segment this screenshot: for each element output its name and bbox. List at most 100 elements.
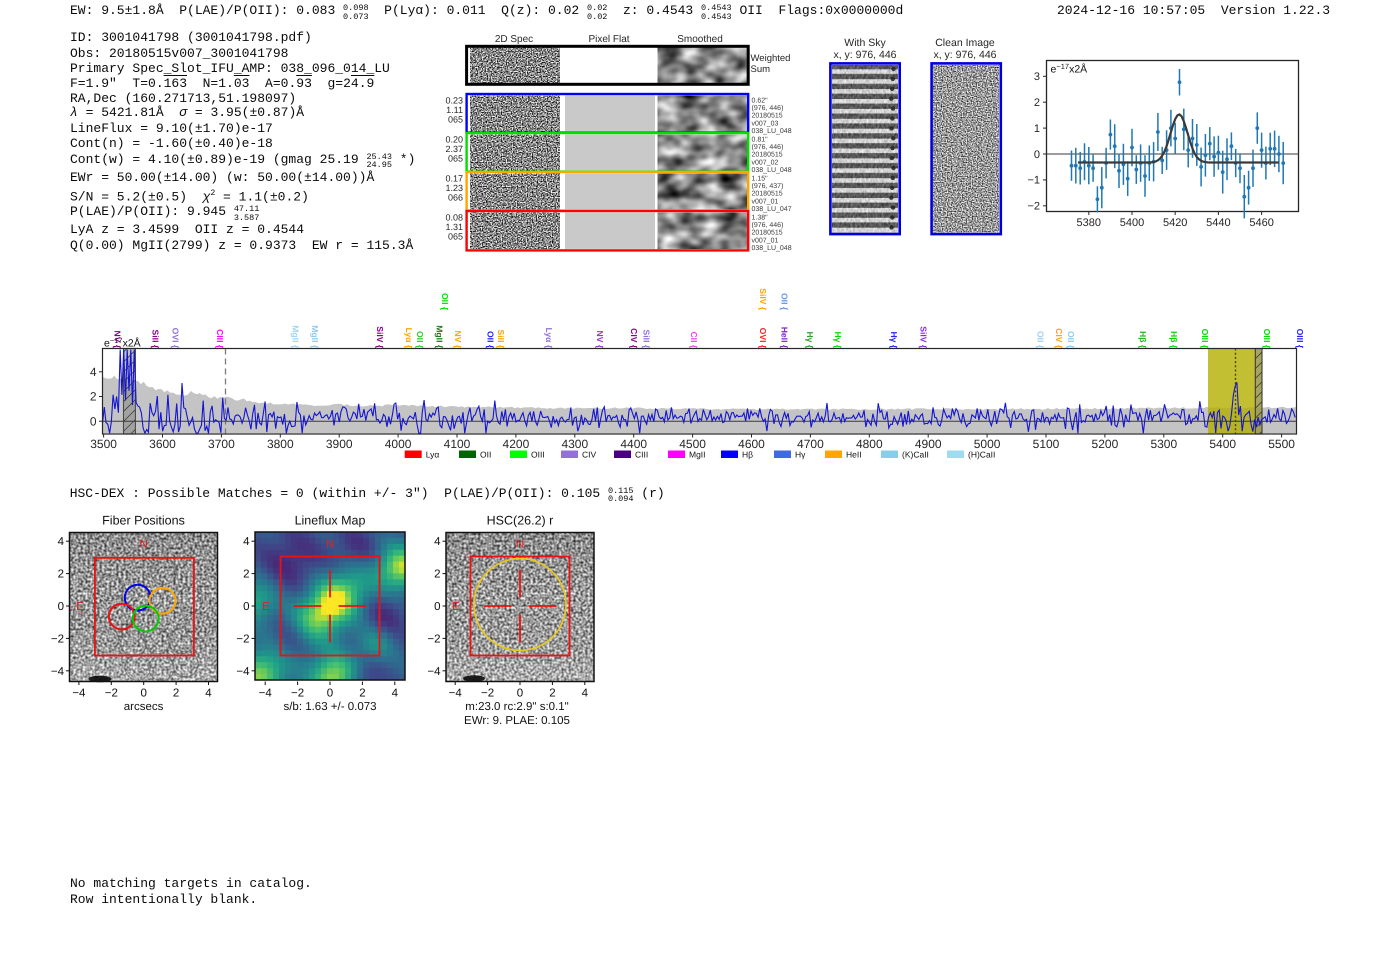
svg-text:5000: 5000: [974, 437, 1001, 451]
svg-text:3600: 3600: [149, 437, 176, 451]
svg-text:−2: −2: [427, 633, 440, 645]
svg-text:5100: 5100: [1033, 437, 1060, 451]
svg-text:4100: 4100: [444, 437, 471, 451]
svg-text:0: 0: [434, 601, 440, 613]
svg-text:−4: −4: [236, 666, 250, 678]
svg-text:4: 4: [58, 536, 65, 548]
svg-text:N: N: [326, 539, 334, 551]
svg-text:3500: 3500: [90, 437, 117, 451]
svg-text:Weighted: Weighted: [751, 53, 791, 64]
svg-text:065: 065: [448, 232, 463, 242]
svg-text:MgII {: MgII {: [290, 325, 300, 349]
svg-text:s/b: 1.63 +/- 0.073: s/b: 1.63 +/- 0.073: [283, 701, 376, 713]
svg-text:065: 065: [448, 154, 463, 164]
svg-text:arcsecs: arcsecs: [124, 701, 164, 713]
svg-text:SiIV {: SiIV {: [918, 326, 928, 349]
svg-text:e−17x2Å: e−17x2Å: [1051, 62, 1088, 76]
svg-text:2: 2: [1034, 97, 1040, 109]
svg-text:−2: −2: [1027, 201, 1040, 213]
svg-text:−2: −2: [481, 688, 494, 700]
svg-text:2D Spec: 2D Spec: [495, 34, 533, 45]
svg-text:3700: 3700: [208, 437, 235, 451]
svg-text:038_LU_048: 038_LU_048: [752, 245, 792, 252]
svg-text:−4: −4: [259, 688, 273, 700]
svg-text:5500: 5500: [1268, 437, 1295, 451]
svg-text:066: 066: [448, 193, 463, 203]
svg-text:OIII {: OIII {: [1262, 329, 1272, 349]
svg-text:(976, 446): (976, 446): [752, 143, 784, 151]
svg-text:0.81": 0.81": [752, 137, 769, 144]
svg-text:0.17: 0.17: [445, 174, 463, 184]
svg-text:HSC(26.2) r: HSC(26.2) r: [487, 514, 554, 528]
svg-text:2: 2: [243, 569, 249, 581]
svg-text:−2: −2: [105, 688, 118, 700]
svg-text:0: 0: [327, 688, 333, 700]
svg-text:2.37: 2.37: [445, 144, 463, 154]
svg-text:v007_02: v007_02: [752, 159, 779, 166]
svg-text:OVI {: OVI {: [758, 328, 768, 349]
svg-text:N: N: [140, 539, 148, 551]
svg-text:1.15": 1.15": [752, 176, 769, 183]
svg-text:CIV {: CIV {: [629, 328, 639, 349]
svg-text:MgII {: MgII {: [310, 325, 320, 349]
svg-text:038_LU_048: 038_LU_048: [752, 167, 792, 174]
svg-text:−2: −2: [291, 688, 304, 700]
svg-text:Hβ {: Hβ {: [1138, 331, 1148, 349]
svg-text:4: 4: [392, 688, 399, 700]
svg-text:OIII {: OIII {: [1200, 329, 1210, 349]
svg-text:3800: 3800: [267, 437, 294, 451]
svg-text:OIII {: OIII {: [1295, 329, 1305, 349]
svg-text:Hγ {: Hγ {: [889, 331, 899, 348]
svg-text:2: 2: [173, 688, 179, 700]
svg-text:HeII {: HeII {: [779, 327, 789, 349]
svg-text:0.62": 0.62": [752, 98, 769, 105]
svg-text:0: 0: [1034, 149, 1040, 161]
svg-text:5400: 5400: [1120, 217, 1144, 229]
svg-text:4500: 4500: [679, 437, 706, 451]
svg-text:NV {: NV {: [113, 331, 123, 349]
svg-text:2: 2: [90, 390, 97, 404]
svg-text:1.11: 1.11: [446, 105, 463, 115]
svg-text:3900: 3900: [326, 437, 353, 451]
svg-text:4700: 4700: [797, 437, 824, 451]
svg-text:−4: −4: [72, 688, 86, 700]
svg-text:OII {: OII {: [1066, 331, 1076, 349]
svg-text:CII {: CII {: [689, 331, 699, 348]
svg-text:CIII: CIII: [635, 450, 648, 460]
svg-text:5460: 5460: [1249, 217, 1273, 229]
svg-text:CIV: CIV: [582, 450, 597, 460]
svg-text:−1: −1: [1027, 175, 1040, 187]
svg-text:0.23: 0.23: [445, 96, 463, 106]
svg-text:OII {: OII {: [440, 293, 450, 311]
svg-text:2: 2: [549, 688, 555, 700]
svg-text:SiIV {: SiIV {: [758, 288, 768, 311]
svg-text:038_LU_047: 038_LU_047: [752, 206, 792, 213]
svg-text:With Sky: With Sky: [844, 37, 886, 49]
svg-text:v007_03: v007_03: [752, 120, 779, 127]
svg-text:4900: 4900: [915, 437, 942, 451]
svg-text:Lyα {: Lyα {: [544, 327, 554, 348]
svg-text:−4: −4: [449, 688, 463, 700]
svg-text:Hγ: Hγ: [795, 450, 806, 460]
svg-text:SiII {: SiII {: [641, 330, 651, 349]
svg-text:x, y: 976, 446: x, y: 976, 446: [933, 49, 996, 61]
svg-text:4600: 4600: [738, 437, 765, 451]
svg-text:SiII {: SiII {: [151, 330, 161, 349]
svg-text:OII: OII: [480, 450, 491, 460]
svg-text:Hγ {: Hγ {: [833, 331, 843, 348]
svg-text:m:23.0 rc:2.9" s:0.1": m:23.0 rc:2.9" s:0.1": [465, 701, 568, 713]
svg-text:20180515: 20180515: [752, 191, 783, 198]
svg-text:20180515: 20180515: [752, 230, 783, 237]
svg-text:4000: 4000: [385, 437, 412, 451]
svg-text:CIII {: CIII {: [215, 329, 225, 349]
svg-text:−4: −4: [51, 666, 65, 678]
svg-text:(K)CaII: (K)CaII: [902, 450, 929, 460]
svg-text:0: 0: [58, 601, 64, 613]
svg-text:SiII {: SiII {: [496, 330, 506, 349]
svg-text:E: E: [76, 601, 84, 613]
svg-text:Clean Image: Clean Image: [935, 37, 995, 49]
svg-text:(H)CaII: (H)CaII: [968, 450, 995, 460]
svg-text:−2: −2: [236, 633, 249, 645]
svg-text:Lineflux Map: Lineflux Map: [295, 514, 366, 528]
svg-text:2: 2: [58, 569, 64, 581]
